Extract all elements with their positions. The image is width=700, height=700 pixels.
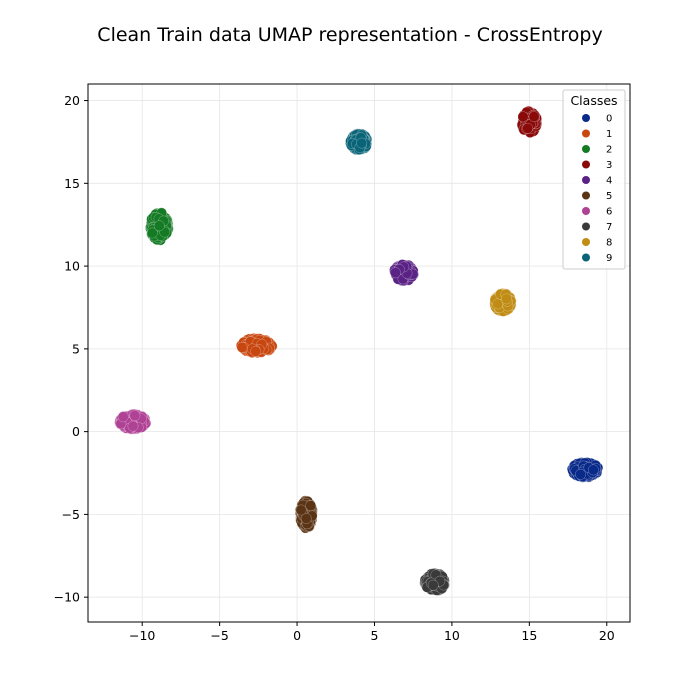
axes-frame <box>87 83 631 623</box>
y-tick-label: 10 <box>64 259 80 274</box>
legend-label-8: 8 <box>606 238 612 249</box>
data-point <box>501 293 512 305</box>
series-4 <box>389 259 419 287</box>
legend-label-5: 5 <box>606 191 612 202</box>
data-point <box>356 137 368 149</box>
y-tick-label: 5 <box>72 341 80 356</box>
data-point <box>427 579 439 591</box>
data-point <box>250 345 262 357</box>
y-tick-label: 15 <box>64 176 80 191</box>
data-point <box>127 420 139 432</box>
data-point <box>295 504 307 516</box>
legend-label-9: 9 <box>606 253 612 264</box>
series-2 <box>145 207 174 246</box>
legend-title: Classes <box>570 93 617 108</box>
data-point <box>300 513 312 524</box>
data-point <box>129 410 141 421</box>
data-point <box>528 111 540 122</box>
data-point <box>146 227 158 239</box>
legend-marker-9 <box>582 253 590 262</box>
point-layer <box>114 106 604 596</box>
series-9 <box>345 128 373 155</box>
legend-label-3: 3 <box>606 160 612 171</box>
y-tick-label: 0 <box>72 424 80 439</box>
legend-marker-0 <box>582 114 590 122</box>
grid-layer <box>88 84 630 622</box>
x-tick-label: 20 <box>599 628 615 643</box>
data-point <box>117 411 129 423</box>
legend-label-2: 2 <box>606 145 612 156</box>
series-3 <box>516 106 543 138</box>
legend-marker-3 <box>582 160 590 169</box>
data-point <box>517 111 529 123</box>
legend-box <box>562 89 626 270</box>
y-tick-label: −5 <box>62 507 80 522</box>
series-7 <box>419 567 450 596</box>
series-8 <box>489 288 517 317</box>
series-0 <box>566 457 604 483</box>
legend-marker-6 <box>582 207 590 215</box>
x-tick-label: 5 <box>371 628 379 643</box>
legend-marker-8 <box>582 238 590 246</box>
legend-marker-4 <box>582 176 590 184</box>
series-5 <box>295 495 318 534</box>
legend-marker-7 <box>582 222 590 231</box>
data-point <box>236 341 248 353</box>
series-6 <box>114 409 152 435</box>
legend-marker-1 <box>582 129 590 138</box>
legend-label-4: 4 <box>606 176 612 187</box>
series-1 <box>236 333 278 358</box>
data-point <box>575 468 586 480</box>
chart-title: Clean Train data UMAP representation - C… <box>97 24 603 46</box>
x-tick-label: 15 <box>521 628 537 643</box>
x-tick-label: 10 <box>444 628 460 643</box>
x-tick-label: −5 <box>210 628 228 643</box>
x-tick-label: 0 <box>293 628 301 643</box>
legend-label-0: 0 <box>606 114 612 125</box>
data-point <box>390 267 401 279</box>
x-tick-label: −10 <box>129 628 155 643</box>
legend-marker-2 <box>582 145 590 153</box>
data-point <box>522 122 534 134</box>
legend-marker-5 <box>582 191 590 200</box>
legend-label-7: 7 <box>606 222 612 233</box>
legend-label-1: 1 <box>606 129 612 140</box>
y-tick-label: 20 <box>64 93 80 108</box>
y-tick-label: −10 <box>54 590 80 605</box>
data-point <box>153 220 165 232</box>
legend-label-6: 6 <box>606 207 612 218</box>
data-point <box>305 500 317 512</box>
legend: Classes 0 1 2 3 4 5 6 7 8 9 <box>562 89 626 270</box>
data-point <box>588 464 599 476</box>
